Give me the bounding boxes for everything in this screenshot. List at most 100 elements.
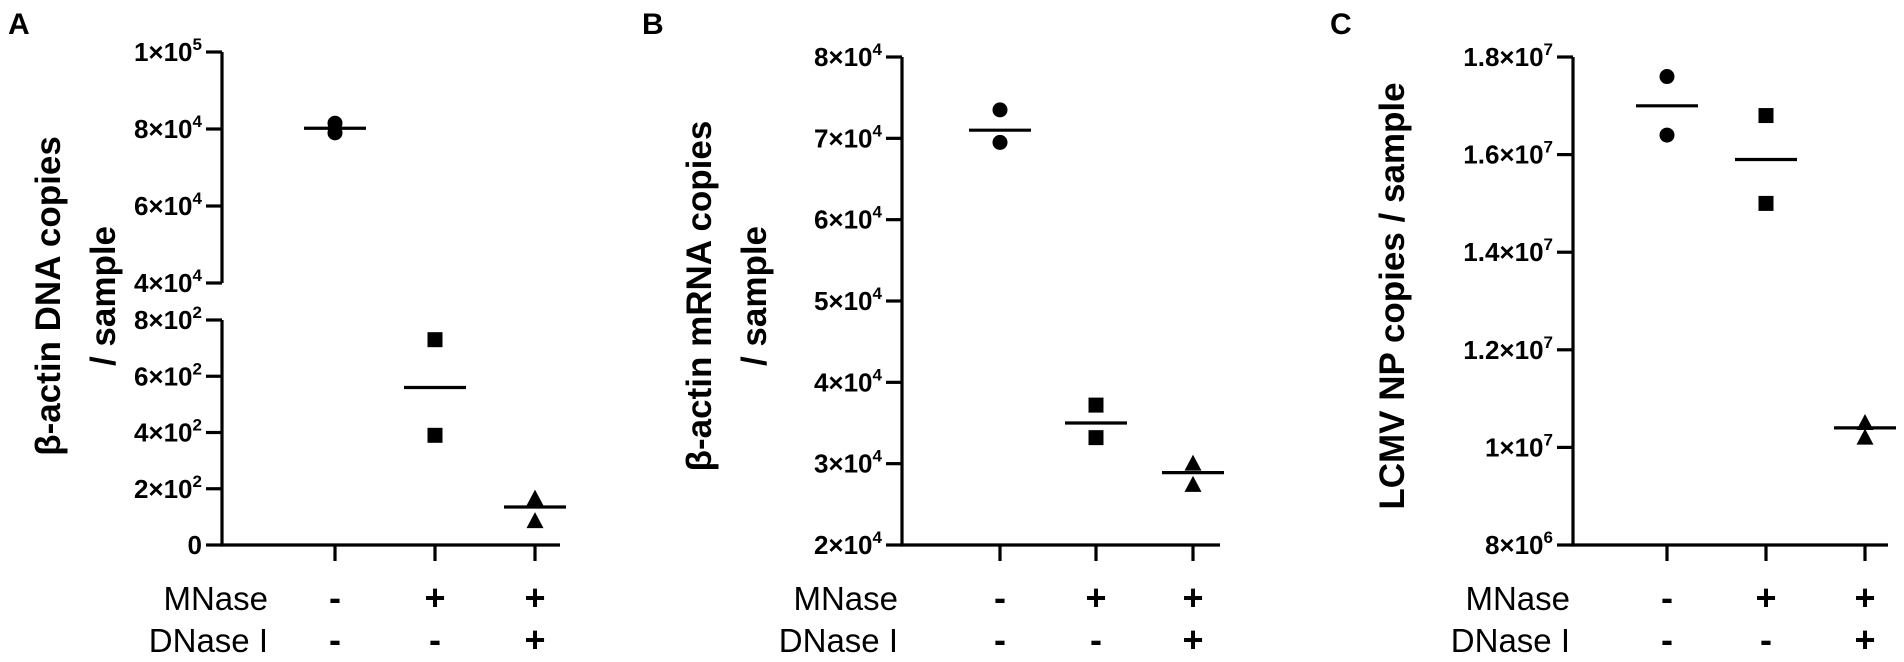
tick-exponent: 7 [1544, 333, 1553, 352]
y-tick-label: 8×104 [134, 112, 203, 144]
condition-sign: + [1854, 619, 1875, 660]
y-axis-title: β-actin mRNA copies [680, 121, 719, 472]
y-axis-title: β-actin DNA copies [29, 136, 68, 456]
condition-sign: + [1182, 619, 1203, 660]
tick-mantissa: 4×10 [134, 268, 193, 298]
tick-mantissa: 1.2×10 [1463, 335, 1543, 365]
tick-mantissa: 6×10 [134, 191, 193, 221]
condition-label: DNase I [149, 622, 268, 659]
condition-sign: + [1085, 577, 1106, 618]
tick-exponent: 4 [193, 266, 203, 285]
tick-exponent: 4 [193, 112, 203, 131]
condition-sign: + [1755, 577, 1776, 618]
y-tick-label: 6×104 [814, 203, 883, 235]
tick-exponent: 4 [873, 121, 883, 140]
tick-mantissa: 8×10 [1485, 530, 1544, 560]
tick-mantissa: 1.4×10 [1463, 237, 1543, 267]
data-point-triangle [526, 512, 544, 529]
condition-sign: - [1760, 619, 1772, 660]
tick-exponent: 4 [193, 189, 203, 208]
data-point-circle [1659, 127, 1675, 143]
tick-mantissa: 2×10 [814, 530, 873, 560]
tick-exponent: 7 [1544, 235, 1553, 254]
tick-exponent: 2 [193, 303, 202, 322]
data-point-triangle [1856, 428, 1874, 445]
tick-mantissa: 1×10 [1485, 432, 1544, 462]
condition-sign: - [329, 619, 341, 660]
y-tick-label: 4×102 [134, 416, 202, 448]
tick-mantissa: 4×10 [134, 418, 193, 448]
tick-exponent: 4 [873, 365, 883, 384]
condition-label: MNase [793, 580, 898, 617]
y-tick-label: 1×105 [134, 35, 202, 67]
condition-sign: + [524, 619, 545, 660]
panel-a: Aβ-actin DNA copies / sample02×1024×1026×… [8, 8, 566, 660]
data-point-triangle [1184, 475, 1202, 492]
tick-mantissa: 1.6×10 [1463, 140, 1543, 170]
tick-mantissa: 7×10 [814, 123, 873, 153]
condition-label: DNase I [1451, 622, 1570, 659]
tick-mantissa: 4×10 [814, 367, 873, 397]
tick-exponent: 2 [193, 472, 202, 491]
data-point-square [1758, 108, 1774, 124]
y-tick-label: 5×104 [814, 284, 883, 316]
data-point-circle [327, 115, 343, 131]
tick-mantissa: 8×10 [814, 42, 873, 72]
tick-exponent: 4 [873, 447, 883, 466]
tick-mantissa: 0 [188, 530, 202, 560]
y-tick-label: 8×102 [134, 303, 202, 335]
data-point-circle [992, 102, 1008, 118]
panel-letter: C [1330, 8, 1352, 41]
data-point-triangle [1856, 414, 1874, 430]
tick-exponent: 7 [1544, 138, 1553, 157]
tick-exponent: 6 [1544, 528, 1553, 547]
tick-mantissa: 8×10 [134, 305, 193, 335]
panel-letter: A [8, 8, 30, 41]
tick-exponent: 4 [873, 528, 883, 547]
y-tick-label: 1×107 [1485, 430, 1553, 462]
y-tick-label: 4×104 [814, 365, 883, 397]
tick-exponent: 4 [873, 284, 883, 303]
tick-mantissa: 6×10 [814, 205, 873, 235]
y-tick-label: 3×104 [814, 447, 883, 479]
y-tick-label: 8×106 [1485, 528, 1553, 560]
tick-mantissa: 5×10 [814, 286, 873, 316]
y-tick-label: 1.8×107 [1463, 40, 1553, 72]
condition-sign: - [1090, 619, 1102, 660]
data-point-square [1088, 397, 1104, 413]
tick-exponent: 2 [193, 359, 202, 378]
condition-sign: - [994, 577, 1006, 618]
data-point-circle [992, 134, 1008, 150]
y-tick-label: 6×102 [134, 359, 202, 391]
y-tick-label: 8×104 [814, 40, 883, 72]
condition-label: MNase [163, 580, 268, 617]
data-point-triangle [526, 489, 544, 506]
tick-exponent: 4 [873, 203, 883, 222]
tick-mantissa: 2×10 [134, 474, 193, 504]
y-axis-title: LCMV NP copies / sample [1373, 82, 1412, 509]
y-axis-title: / sample [735, 226, 774, 366]
tick-mantissa: 1×10 [134, 37, 193, 67]
condition-sign: - [994, 619, 1006, 660]
y-tick-label: 2×104 [814, 528, 883, 560]
y-tick-label: 1.6×107 [1463, 138, 1553, 170]
condition-sign: + [1182, 577, 1203, 618]
tick-mantissa: 3×10 [814, 449, 873, 479]
tick-exponent: 5 [193, 35, 202, 54]
data-point-circle [1659, 69, 1675, 85]
condition-sign: + [424, 577, 445, 618]
y-axis-title: / sample [84, 226, 123, 366]
condition-sign: - [1661, 577, 1673, 618]
condition-sign: + [524, 577, 545, 618]
tick-mantissa: 6×10 [134, 361, 193, 391]
y-tick-label: 4×104 [134, 266, 203, 298]
condition-sign: - [429, 619, 441, 660]
tick-mantissa: 1.8×10 [1463, 42, 1543, 72]
y-tick-label: 2×102 [134, 472, 202, 504]
data-point-triangle [1184, 454, 1202, 471]
tick-exponent: 7 [1544, 430, 1553, 449]
y-tick-label: 1.2×107 [1463, 333, 1553, 365]
y-tick-label: 1.4×107 [1463, 235, 1553, 267]
